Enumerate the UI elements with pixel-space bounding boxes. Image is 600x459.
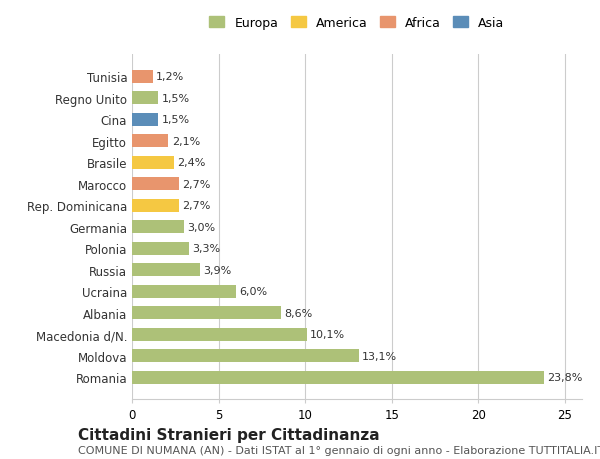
Bar [132,92,158,105]
Bar [132,263,199,276]
Text: 10,1%: 10,1% [310,330,346,339]
Text: 1,5%: 1,5% [161,115,190,125]
Bar [132,242,189,255]
Text: 2,7%: 2,7% [182,201,211,211]
Bar [132,157,173,169]
Text: 6,0%: 6,0% [239,286,268,297]
Bar [132,113,158,127]
Text: 2,4%: 2,4% [177,158,205,168]
Bar [132,307,281,319]
Bar [132,371,544,384]
Text: 2,1%: 2,1% [172,136,200,146]
Text: 3,0%: 3,0% [187,222,215,232]
Text: Cittadini Stranieri per Cittadinanza: Cittadini Stranieri per Cittadinanza [78,427,380,442]
Text: 3,9%: 3,9% [203,265,231,275]
Bar [132,221,184,234]
Bar [132,349,359,362]
Bar [132,285,236,298]
Text: 3,3%: 3,3% [193,244,221,254]
Bar [132,135,169,148]
Text: 23,8%: 23,8% [547,372,583,382]
Text: 13,1%: 13,1% [362,351,397,361]
Text: COMUNE DI NUMANA (AN) - Dati ISTAT al 1° gennaio di ogni anno - Elaborazione TUT: COMUNE DI NUMANA (AN) - Dati ISTAT al 1°… [78,445,600,455]
Legend: Europa, America, Africa, Asia: Europa, America, Africa, Asia [209,17,505,29]
Text: 1,2%: 1,2% [156,72,184,82]
Text: 1,5%: 1,5% [161,94,190,104]
Bar [132,71,153,84]
Bar [132,178,179,191]
Bar [132,328,307,341]
Text: 8,6%: 8,6% [284,308,313,318]
Text: 2,7%: 2,7% [182,179,211,189]
Bar [132,199,179,212]
